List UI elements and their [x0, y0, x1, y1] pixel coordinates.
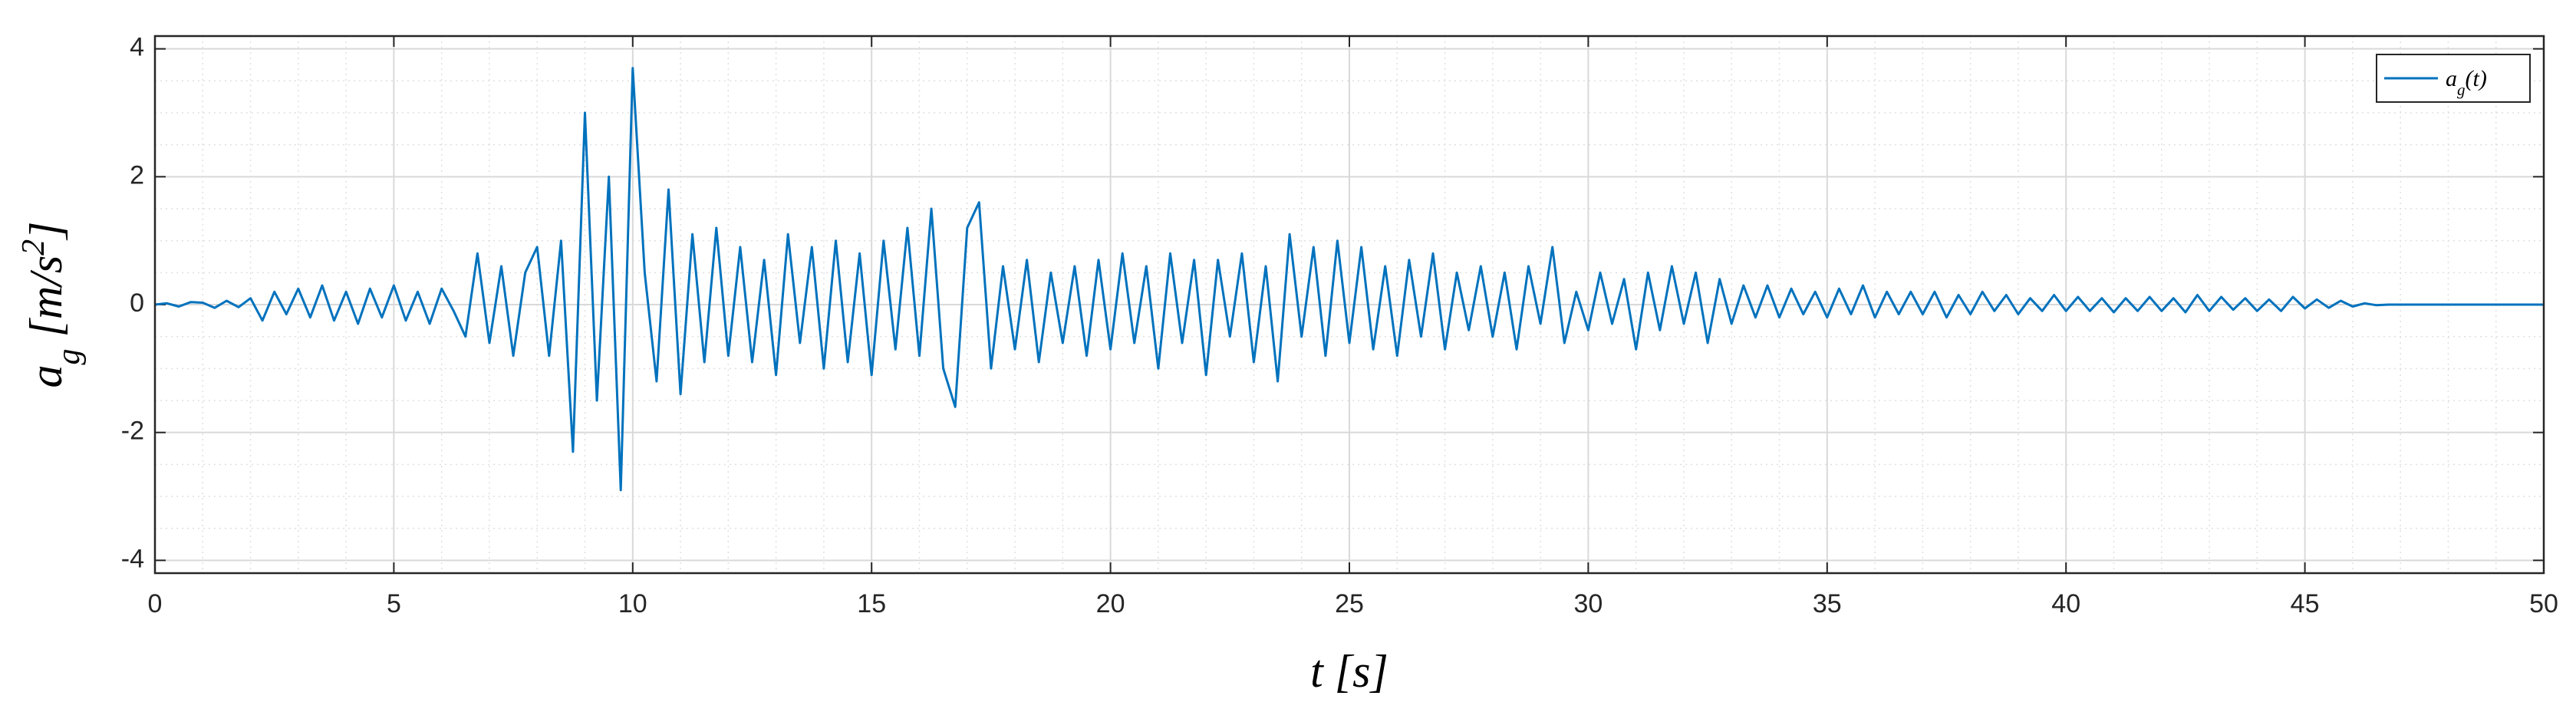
x-tick-label: 20 [1096, 589, 1125, 618]
x-tick-label: 15 [857, 589, 886, 618]
x-tick-label: 35 [1813, 589, 1842, 618]
series-line [154, 67, 2544, 492]
x-tick-label: 5 [387, 589, 401, 618]
label-part: a [2446, 66, 2457, 91]
label-part: a [21, 365, 71, 388]
y-tick-label: 4 [130, 33, 144, 62]
plot-frame [153, 35, 2545, 575]
label-part: 2 [16, 239, 51, 256]
legend: ag(t) [2376, 54, 2531, 103]
label-part: [s] [1323, 646, 1388, 697]
x-tick-label: 30 [1573, 589, 1603, 618]
x-tick-label: 25 [1335, 589, 1364, 618]
legend-label: ag(t) [2446, 66, 2487, 99]
y-tick-label: 0 [130, 288, 144, 318]
y-tick-label: -2 [121, 417, 144, 446]
label-part: g [2457, 81, 2466, 99]
y-axis-label: ag [m/s2] [16, 221, 87, 387]
label-part: [m/s [21, 256, 71, 349]
label-part: ] [21, 221, 71, 240]
x-tick-label: 0 [148, 589, 163, 618]
y-tick-label: 2 [130, 160, 144, 190]
x-tick-label: 40 [2051, 589, 2080, 618]
x-tick-label: 50 [2529, 589, 2558, 618]
y-tick-label: -4 [121, 544, 144, 573]
label-part: t [1310, 646, 1324, 697]
x-axis-label: t [s] [1310, 646, 1388, 697]
x-tick-label: 10 [618, 589, 647, 618]
label-part: (t) [2466, 66, 2487, 91]
x-tick-label: 45 [2291, 589, 2320, 618]
label-part: g [51, 349, 87, 365]
